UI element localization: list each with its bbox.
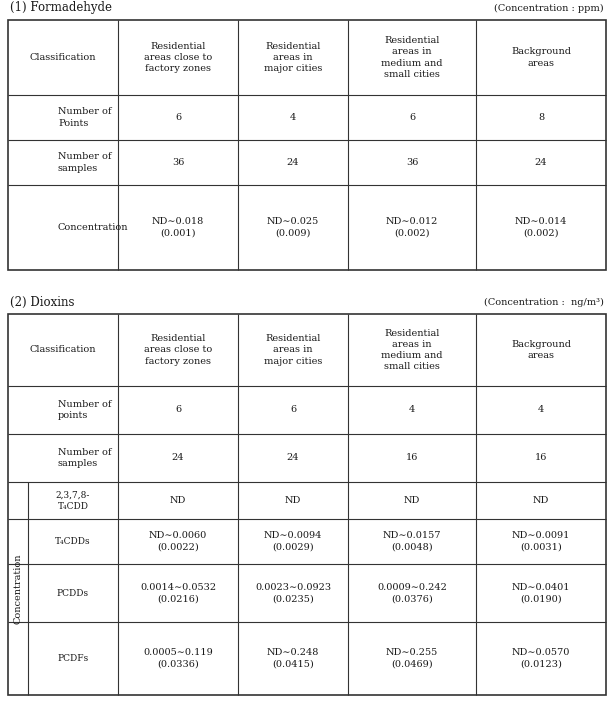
Text: ND∼0.0157
(0.0048): ND∼0.0157 (0.0048) bbox=[383, 532, 441, 551]
Text: Concentration: Concentration bbox=[14, 553, 23, 624]
Text: Residential
areas in
medium and
small cities: Residential areas in medium and small ci… bbox=[381, 37, 443, 79]
Text: 24: 24 bbox=[535, 158, 547, 167]
Text: Residential
areas in
major cities: Residential areas in major cities bbox=[264, 42, 322, 73]
Text: 16: 16 bbox=[535, 453, 547, 463]
Text: ND∼0.0094
(0.0029): ND∼0.0094 (0.0029) bbox=[264, 532, 322, 551]
Text: 6: 6 bbox=[175, 406, 181, 415]
Text: 36: 36 bbox=[172, 158, 184, 167]
Text: 4: 4 bbox=[538, 406, 544, 415]
Text: Background
areas: Background areas bbox=[511, 47, 571, 68]
Text: Number of
points: Number of points bbox=[58, 400, 112, 420]
Text: 16: 16 bbox=[406, 453, 418, 463]
Text: PCDDs: PCDDs bbox=[57, 589, 89, 598]
Text: (Concentration :  ng/m³): (Concentration : ng/m³) bbox=[484, 297, 604, 306]
Bar bbox=[8, 20, 606, 270]
Text: ND∼0.0091
(0.0031): ND∼0.0091 (0.0031) bbox=[512, 532, 570, 551]
Text: 4: 4 bbox=[290, 113, 296, 122]
Text: ND: ND bbox=[285, 496, 301, 505]
Text: ND∼0.025
(0.009): ND∼0.025 (0.009) bbox=[267, 218, 319, 237]
Text: Background
areas: Background areas bbox=[511, 340, 571, 360]
Text: Residential
areas in
medium and
small cities: Residential areas in medium and small ci… bbox=[381, 329, 443, 371]
Text: 4: 4 bbox=[409, 406, 415, 415]
Text: Residential
areas in
major cities: Residential areas in major cities bbox=[264, 334, 322, 365]
Text: 0.0009∼0.242
(0.0376): 0.0009∼0.242 (0.0376) bbox=[377, 583, 447, 603]
Text: 0.0014∼0.0532
(0.0216): 0.0014∼0.0532 (0.0216) bbox=[140, 583, 216, 603]
Text: ND∼0.248
(0.0415): ND∼0.248 (0.0415) bbox=[267, 648, 319, 669]
Text: PCDFs: PCDFs bbox=[57, 654, 88, 663]
Text: 6: 6 bbox=[290, 406, 296, 415]
Text: (Concentration : ppm): (Concentration : ppm) bbox=[494, 4, 604, 13]
Text: ND: ND bbox=[404, 496, 420, 505]
Text: (1) Formadehyde: (1) Formadehyde bbox=[10, 1, 112, 15]
Text: Number of
samples: Number of samples bbox=[58, 448, 112, 468]
Text: 36: 36 bbox=[406, 158, 418, 167]
Text: Classification: Classification bbox=[29, 346, 96, 355]
Text: ND∼0.018
(0.001): ND∼0.018 (0.001) bbox=[152, 218, 204, 237]
Text: 24: 24 bbox=[287, 453, 299, 463]
Text: Number of
Points: Number of Points bbox=[58, 108, 112, 127]
Text: T₄CDDs: T₄CDDs bbox=[55, 537, 91, 546]
Text: 0.0005∼0.119
(0.0336): 0.0005∼0.119 (0.0336) bbox=[143, 648, 213, 669]
Text: ND: ND bbox=[170, 496, 186, 505]
Text: 24: 24 bbox=[172, 453, 184, 463]
Text: Residential
areas close to
factory zones: Residential areas close to factory zones bbox=[144, 42, 212, 73]
Text: ND∼0.0570
(0.0123): ND∼0.0570 (0.0123) bbox=[512, 648, 570, 669]
Text: Concentration: Concentration bbox=[58, 223, 128, 232]
Text: ND: ND bbox=[533, 496, 549, 505]
Text: 8: 8 bbox=[538, 113, 544, 122]
Text: ND∼0.012
(0.002): ND∼0.012 (0.002) bbox=[386, 218, 438, 237]
Text: ND∼0.255
(0.0469): ND∼0.255 (0.0469) bbox=[386, 648, 438, 669]
Text: ND∼0.0060
(0.0022): ND∼0.0060 (0.0022) bbox=[149, 532, 207, 551]
Bar bbox=[8, 314, 606, 695]
Text: (2) Dioxins: (2) Dioxins bbox=[10, 296, 74, 308]
Text: 6: 6 bbox=[409, 113, 415, 122]
Text: ND∼0.0401
(0.0190): ND∼0.0401 (0.0190) bbox=[511, 583, 570, 603]
Text: Number of
samples: Number of samples bbox=[58, 153, 112, 172]
Text: Classification: Classification bbox=[29, 53, 96, 62]
Text: 6: 6 bbox=[175, 113, 181, 122]
Text: Residential
areas close to
factory zones: Residential areas close to factory zones bbox=[144, 334, 212, 365]
Text: 2,3,7,8-
T₄CDD: 2,3,7,8- T₄CDD bbox=[56, 491, 90, 510]
Text: ND∼0.014
(0.002): ND∼0.014 (0.002) bbox=[515, 218, 567, 237]
Text: 24: 24 bbox=[287, 158, 299, 167]
Text: 0.0023∼0.0923
(0.0235): 0.0023∼0.0923 (0.0235) bbox=[255, 583, 331, 603]
